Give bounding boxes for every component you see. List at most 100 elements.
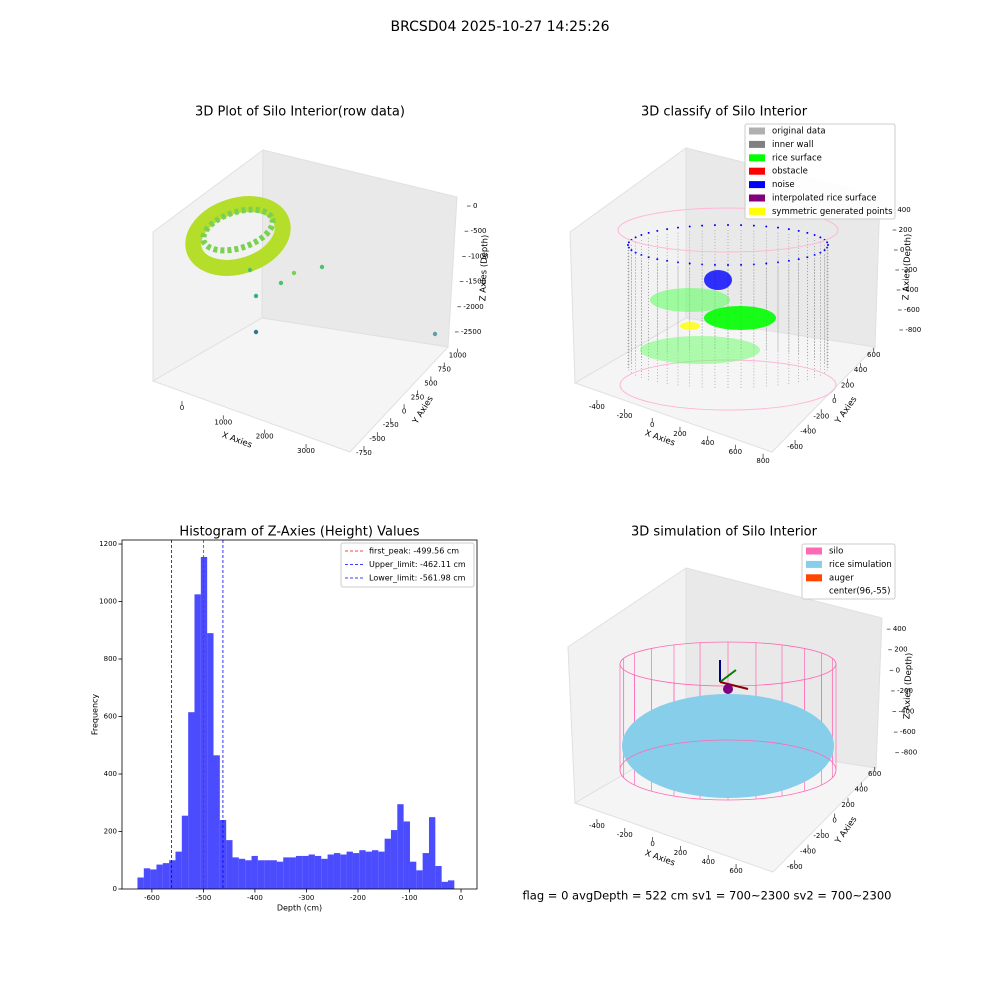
legend-label: rice surface — [772, 153, 822, 163]
legend-label: auger — [829, 573, 854, 583]
y-tick-label: -600 — [787, 443, 803, 451]
rice-surface — [640, 336, 760, 364]
bar — [150, 869, 157, 889]
bar — [340, 854, 347, 889]
bar — [264, 860, 271, 889]
legend-label: Lower_limit: -561.98 cm — [369, 574, 466, 583]
bar — [137, 877, 144, 889]
bar — [359, 850, 366, 889]
z-tick-label: -600 — [904, 306, 920, 314]
legend-label: inner wall — [772, 140, 813, 150]
noise-point — [765, 225, 768, 228]
bar — [143, 868, 151, 889]
noise-point — [666, 228, 669, 231]
bar — [416, 870, 423, 889]
noise-point — [627, 241, 630, 244]
noise-point — [777, 226, 779, 229]
z-tick-label: -400 — [903, 286, 919, 294]
y-tick-label: 0 — [832, 817, 836, 825]
noise-point — [647, 256, 650, 259]
noise-point — [677, 226, 679, 229]
y-tick-label: -250 — [383, 421, 399, 429]
legend-swatch — [806, 587, 822, 595]
bar — [289, 857, 296, 889]
noise-point — [627, 244, 629, 246]
y-axis-label: Frequency — [91, 694, 100, 736]
y-tick-label: 400 — [854, 366, 867, 374]
bar — [378, 851, 385, 889]
z-tick-label: -400 — [898, 708, 914, 716]
bar — [314, 855, 322, 889]
bar — [435, 866, 442, 889]
legend-swatch — [806, 547, 822, 555]
y-tick-label: 1000 — [449, 352, 467, 360]
y-tick-label: 750 — [438, 365, 451, 373]
subplot-3d: 3D classify of Silo Interior-400-2000200… — [569, 105, 921, 465]
silo-outline — [617, 207, 839, 253]
z-tick-label: -200 — [897, 687, 913, 695]
y-tick-label: 200 — [841, 382, 854, 390]
subplot-title: 3D simulation of Silo Interior — [631, 525, 818, 540]
x-tick-label: -200 — [617, 831, 633, 839]
z-tick-label: -500 — [471, 227, 487, 235]
noise-point — [819, 236, 822, 239]
z-tick-label: 0 — [473, 202, 477, 210]
legend-swatch — [749, 167, 765, 175]
bar — [257, 860, 265, 889]
legend-label: obstacle — [772, 167, 808, 177]
point-cloud — [185, 196, 291, 276]
bar — [276, 861, 284, 889]
z-axis-label: Z Axies (Depth) — [901, 234, 913, 301]
x-tick-label: -400 — [589, 822, 605, 830]
point — [278, 280, 284, 286]
y-tick-label: -500 — [369, 435, 385, 443]
bar — [308, 854, 315, 889]
bar — [245, 860, 252, 889]
noise-cluster — [704, 270, 732, 290]
legend-label: Upper_limit: -462.11 cm — [369, 560, 466, 569]
y-tick-label: -200 — [813, 832, 829, 840]
y-tick-label: 0 — [832, 397, 836, 405]
z-tick-label: -800 — [901, 749, 917, 757]
legend-label: silo — [829, 547, 843, 557]
noise-point — [656, 229, 659, 232]
x-tick-label: 3000 — [297, 447, 315, 455]
bar — [251, 855, 258, 889]
noise-point — [701, 224, 704, 227]
bar — [428, 817, 436, 889]
z-tick-label: -2000 — [463, 303, 483, 311]
noise-point — [630, 249, 633, 252]
z-tick-label: 0 — [900, 246, 904, 254]
bar — [302, 855, 309, 889]
bar — [162, 863, 170, 889]
bar — [384, 838, 391, 889]
x-tick-label: -600 — [144, 894, 160, 902]
z-tick-label: 400 — [897, 206, 910, 214]
y-tick-label: 0 — [402, 407, 406, 415]
point — [253, 329, 259, 335]
bar — [441, 881, 448, 889]
point-cloud — [200, 206, 276, 254]
bar — [226, 840, 233, 889]
noise-point — [819, 251, 822, 254]
pane — [151, 317, 450, 453]
point — [247, 267, 253, 273]
y-tick-label: 200 — [104, 828, 117, 836]
footer: flag = 0 avgDepth = 522 cm sv1 = 700~230… — [523, 889, 892, 903]
legend-swatch — [749, 207, 765, 215]
y-tick-label: 600 — [867, 351, 880, 359]
legend-swatch — [749, 194, 765, 202]
x-tick-label: 800 — [756, 457, 769, 465]
subplot-title: 3D Plot of Silo Interior(row data) — [195, 105, 405, 120]
z-axis-label: Z Axies (Depth) — [478, 235, 490, 302]
legend-box — [801, 543, 896, 600]
x-tick-label: -200 — [350, 894, 366, 902]
z-tick-label: 200 — [899, 226, 912, 234]
noise-point — [740, 263, 743, 266]
z-tick-label: -2500 — [461, 328, 481, 336]
bar — [188, 712, 195, 889]
noise-point — [787, 228, 790, 231]
noise-point — [765, 262, 768, 265]
axis-arrow — [719, 681, 749, 690]
bar — [403, 821, 410, 889]
